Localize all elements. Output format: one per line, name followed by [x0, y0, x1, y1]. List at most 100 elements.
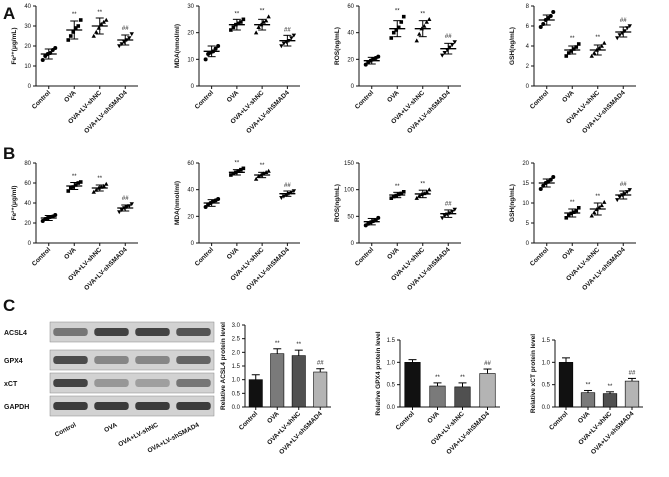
y-tick-label: 20	[24, 44, 31, 50]
data-point	[40, 58, 45, 62]
y-tick-label: 8	[526, 4, 530, 10]
data-point	[440, 53, 445, 58]
blot-band	[53, 379, 88, 387]
data-point	[427, 17, 432, 22]
y-tick-label: 20	[187, 31, 194, 37]
category-label: OVA+LV-shSMAD4	[83, 246, 129, 292]
category-label: OVA	[561, 89, 576, 104]
significance-mark: **	[395, 184, 400, 190]
data-point	[289, 36, 294, 41]
significance-mark: **	[235, 160, 240, 166]
data-point	[203, 205, 208, 209]
y-tick-label: 0	[526, 84, 530, 90]
y-axis-label: Fe²⁺(μg/ml)	[11, 186, 18, 221]
panel-letter-c: C	[3, 296, 15, 315]
blot-lane-label: Control	[54, 421, 78, 438]
data-point	[73, 26, 78, 30]
y-axis-label: Relative GPX4 protein level	[375, 331, 382, 415]
data-point	[258, 172, 264, 177]
data-point	[286, 191, 292, 196]
panel-letter-b: B	[3, 144, 15, 163]
y-tick-label: 1.0	[232, 378, 241, 384]
y-tick-label: 0	[526, 241, 530, 247]
y-tick-label: 0	[351, 84, 355, 90]
significance-mark: **	[570, 36, 575, 42]
significance-mark: **	[460, 375, 465, 381]
data-point	[574, 45, 579, 49]
data-point	[422, 23, 427, 28]
data-point	[394, 193, 399, 198]
data-point	[414, 195, 419, 200]
category-label: OVA+LV-shSMAD4	[581, 246, 627, 292]
data-point	[391, 30, 396, 35]
bar	[313, 371, 328, 408]
category-label: Control	[529, 246, 550, 267]
data-point	[119, 208, 124, 213]
data-point	[99, 21, 104, 26]
bar	[248, 379, 263, 408]
blot-band	[53, 356, 88, 364]
category-label: OVA	[226, 246, 241, 261]
data-point	[129, 202, 134, 207]
data-point	[253, 176, 259, 181]
data-point	[263, 18, 269, 23]
data-point	[450, 209, 455, 214]
y-tick-label: 60	[187, 161, 194, 167]
significance-mark: **	[570, 200, 575, 206]
data-point	[589, 213, 594, 218]
blot-band	[94, 356, 129, 364]
data-point	[279, 195, 284, 200]
data-point	[48, 51, 53, 55]
data-point	[73, 183, 78, 187]
data-point	[538, 187, 543, 191]
category-label: Control	[194, 246, 215, 267]
blot-band	[176, 379, 211, 387]
category-label: OVA	[386, 246, 401, 261]
significance-mark: ##	[122, 196, 129, 202]
y-tick-label: 20	[24, 221, 31, 227]
category-label: OVA+LV-shSMAD4	[406, 246, 452, 292]
data-point	[576, 42, 581, 46]
data-point	[124, 205, 129, 210]
data-point	[127, 36, 132, 41]
data-point	[117, 210, 122, 215]
blot-band	[176, 402, 211, 410]
blot-band	[135, 328, 170, 336]
data-point	[414, 38, 419, 43]
data-point	[76, 181, 81, 185]
data-point	[622, 29, 627, 34]
data-point	[104, 181, 109, 186]
data-point	[266, 14, 271, 19]
data-point	[91, 33, 96, 38]
y-tick-label: 40	[24, 201, 31, 207]
category-label: Control	[548, 410, 569, 431]
category-label: OVA+LV-shSMAD4	[590, 410, 636, 456]
data-point	[417, 193, 422, 198]
category-label: OVA	[63, 246, 78, 261]
data-point	[548, 177, 553, 182]
bar	[429, 385, 446, 408]
category-label: Control	[238, 410, 259, 431]
bar	[580, 392, 596, 408]
data-point	[376, 54, 381, 59]
data-point	[389, 36, 394, 40]
data-point	[91, 189, 96, 194]
significance-mark: **	[420, 11, 425, 17]
significance-mark: ##	[620, 18, 627, 24]
bar	[454, 386, 471, 408]
data-point	[96, 25, 101, 30]
data-point	[53, 46, 58, 50]
data-point	[234, 170, 238, 175]
y-tick-label: 100	[344, 188, 355, 194]
y-tick-label: 0	[191, 241, 195, 247]
data-point	[241, 166, 246, 171]
data-point	[564, 54, 569, 58]
y-axis-label: MDA(nmol/ml)	[174, 181, 181, 225]
y-tick-label: 50	[347, 214, 354, 220]
blot-band	[53, 328, 88, 336]
y-tick-label: 20	[187, 214, 194, 220]
